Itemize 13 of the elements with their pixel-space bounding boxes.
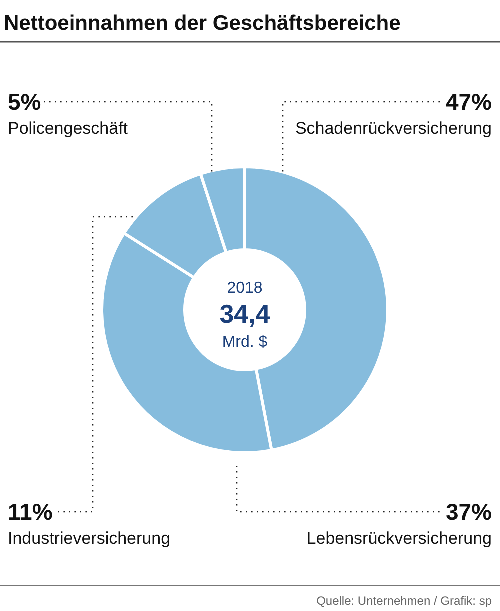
data-label: 11% [8, 499, 53, 525]
chart-title: Nettoeinnahmen der Geschäftsbereiche [4, 12, 401, 35]
text: 34,4 [220, 299, 271, 329]
text: 2018 [227, 280, 263, 297]
data-label: 5% [8, 89, 42, 115]
data-label: 37% [446, 499, 492, 525]
source-note: Quelle: Unternehmen / Grafik: sp [316, 594, 492, 608]
slice-label: Policengeschäft [8, 119, 128, 138]
slice-label: Industrieversicherung [8, 529, 171, 548]
slice-label: Lebensrückversicherung [306, 529, 492, 548]
data-label: 47% [446, 89, 492, 115]
text: Mrd. $ [222, 334, 268, 351]
slice-label: Schadenrückversicherung [295, 119, 492, 138]
